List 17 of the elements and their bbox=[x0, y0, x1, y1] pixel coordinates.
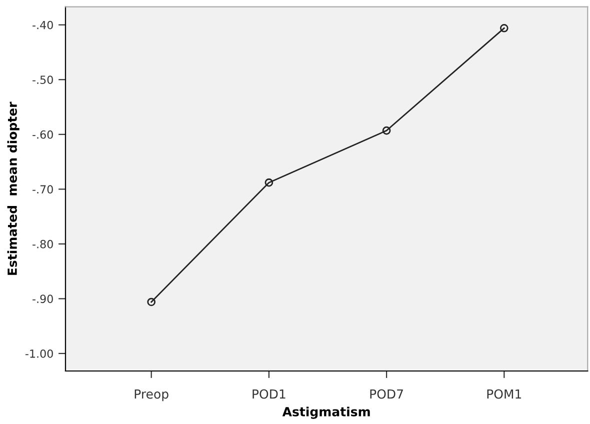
y-tick-label: -.60 bbox=[32, 130, 53, 139]
point bbox=[264, 178, 274, 187]
y-tick-label: -.40 bbox=[32, 20, 53, 30]
y-tick-label: -.90 bbox=[32, 294, 53, 304]
x-tick-label: POD1 bbox=[252, 389, 286, 399]
y-tick-label: -.70 bbox=[32, 185, 53, 194]
y-tick-label: -1.00 bbox=[25, 349, 53, 358]
point bbox=[500, 24, 508, 32]
point bbox=[382, 126, 391, 135]
y-tick-label: -.80 bbox=[32, 240, 53, 248]
y-tick-label: -.50 bbox=[32, 76, 53, 84]
x-tick-label: POM1 bbox=[487, 389, 522, 399]
y-axis-title: Estimated mean diopter bbox=[7, 102, 20, 275]
point bbox=[147, 298, 156, 306]
x-tick-label: Preop bbox=[134, 389, 168, 402]
x-axis-title: Astigmatism bbox=[282, 406, 370, 419]
x-tick-label: POD7 bbox=[370, 389, 403, 399]
